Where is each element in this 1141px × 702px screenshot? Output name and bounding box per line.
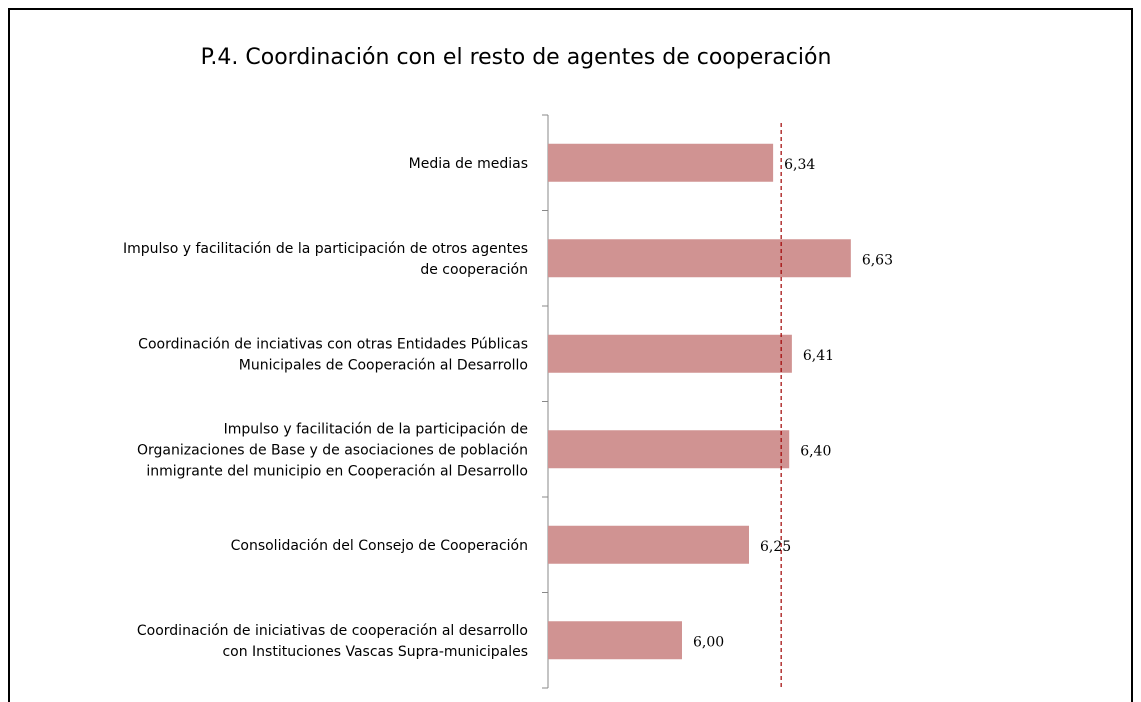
bar — [548, 430, 790, 469]
bar — [548, 143, 774, 182]
value-label: 6,41 — [803, 348, 834, 364]
bar — [548, 621, 682, 660]
category-label: Impulso y facilitación de la participaci… — [123, 241, 528, 278]
category-label: Media de medias — [409, 156, 528, 172]
bar — [548, 334, 792, 373]
category-label: Coordinación de iniciativas de cooperaci… — [137, 623, 528, 660]
category-label: Consolidación del Consejo de Cooperación — [231, 538, 528, 554]
bar — [548, 525, 749, 564]
value-label: 6,40 — [800, 443, 831, 459]
value-label: 6,34 — [784, 157, 815, 173]
category-label: Impulso y facilitación de la participaci… — [137, 421, 528, 479]
value-label: 6,25 — [760, 539, 791, 555]
category-label: Coordinación de inciativas con otras Ent… — [138, 336, 528, 373]
value-label: 6,00 — [693, 634, 724, 650]
value-label: 6,63 — [862, 252, 893, 268]
bar — [548, 239, 851, 278]
chart-title: P.4. Coordinación con el resto de agente… — [201, 45, 832, 70]
frame — [8, 8, 1133, 702]
